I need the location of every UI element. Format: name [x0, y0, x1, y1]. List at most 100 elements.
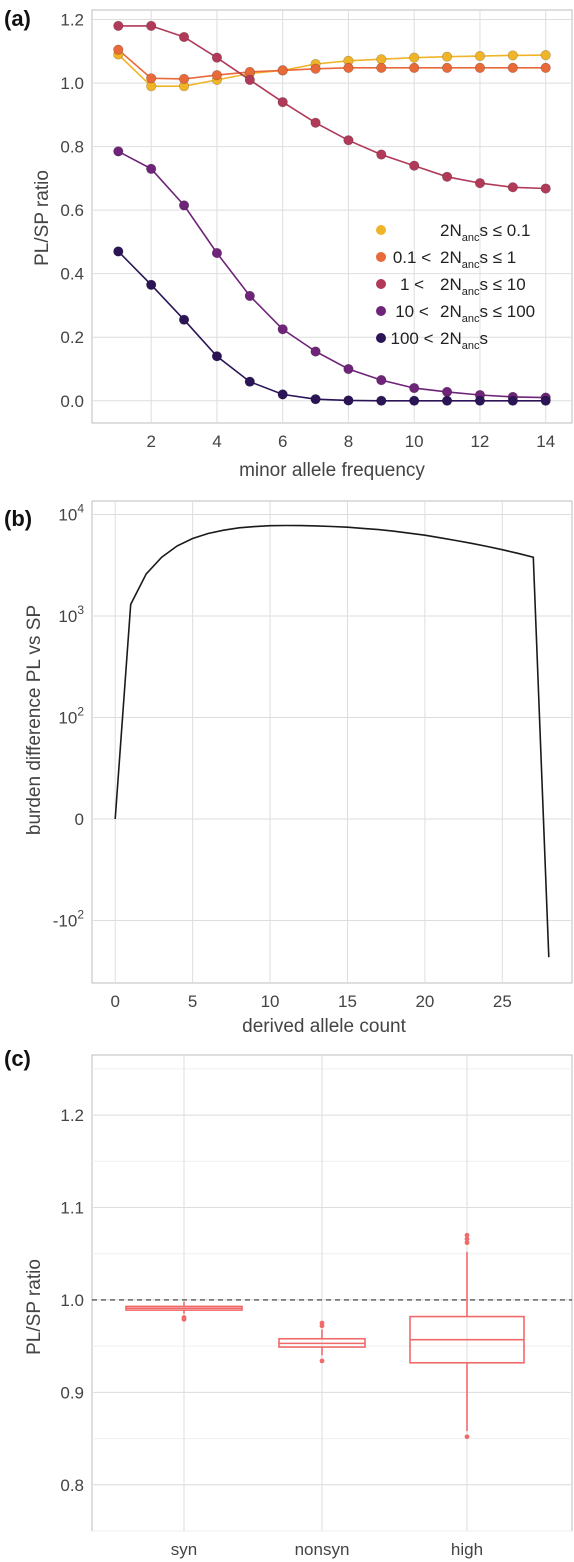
- panel-a-data-point: [146, 163, 157, 174]
- panel-a-data-point: [409, 52, 420, 63]
- panel-a-data-point: [277, 324, 288, 335]
- panel-b-label: (b): [4, 506, 32, 531]
- panel-b-plot-area: [91, 500, 573, 984]
- panel-a-legend-entry: 2Nancs ≤ 100: [440, 302, 535, 325]
- panel-a-series-line: [117, 53, 546, 87]
- panel-a-data-point: [343, 62, 354, 73]
- panel-b-x-tick: 25: [493, 992, 512, 1011]
- panel-b-x-tick: 0: [110, 992, 119, 1011]
- panel-a-x-tick: 4: [212, 432, 221, 451]
- panel-a-data-point: [178, 31, 190, 43]
- panel-b-x-tick: 15: [338, 992, 357, 1011]
- panel-a-data-point: [540, 183, 551, 194]
- panel-a-label: (a): [4, 6, 31, 31]
- panel-a: (a) 2 4 6 8 10 12 14 0.0 0.2 0.4 0.6 0.8 1.0 1.2 2Na…: [4, 6, 573, 481]
- panel-a-data-point: [409, 62, 420, 73]
- panel-a-x-tick: 10: [405, 432, 424, 451]
- panel-a-legend-entry: 2Nancs ≤ 0.1: [440, 221, 530, 244]
- panel-a-data-point: [113, 44, 124, 55]
- panel-b-x-tick-labels: 0 5 10 15 20 25: [110, 992, 511, 1011]
- panel-a-legend-marker: [376, 225, 386, 235]
- panel-a-data-point: [474, 395, 486, 406]
- panel-b-y-tick: 104: [58, 502, 84, 525]
- panel-a-data-point: [441, 51, 453, 62]
- panel-a-x-tick-labels: 2 4 6 8 10 12 14: [146, 432, 555, 451]
- panel-a-data-point: [113, 20, 124, 31]
- panel-c-box-syn: [125, 1301, 243, 1322]
- panel-a-y-tick-labels: 0.0 0.2 0.4 0.6 0.8 1.0 1.2: [60, 11, 84, 411]
- panel-b-y-tick: 103: [58, 603, 84, 626]
- panel-a-data-point: [343, 363, 354, 375]
- panel-a-data-point: [211, 247, 223, 259]
- panel-c-label: (c): [4, 1046, 31, 1071]
- panel-a-x-tick: 6: [278, 432, 287, 451]
- panel-a-legend-lhs: 100 <: [390, 329, 433, 348]
- panel-b-grid: [92, 501, 572, 983]
- panel-c-boxes: [125, 1232, 525, 1440]
- panel-a-y-tick: 1.0: [60, 74, 84, 93]
- panel-a-data-point: [211, 52, 223, 63]
- panel-a-x-axis-label: minor allele frequency: [239, 460, 425, 481]
- box-outlier: [319, 1358, 325, 1364]
- panel-a-data-point: [244, 290, 255, 302]
- box-outlier: [464, 1434, 470, 1440]
- panel-c-y-tick: 1.1: [60, 1199, 84, 1218]
- panel-a-x-tick: 12: [470, 432, 489, 451]
- panel-a-data-point: [244, 376, 255, 387]
- panel-a-data-point: [540, 50, 551, 61]
- panel-c-x-tick: syn: [171, 1540, 197, 1559]
- panel-a-y-axis-label: PL/SP ratio: [32, 170, 53, 266]
- panel-a-data-point: [409, 382, 420, 394]
- panel-a-y-tick: 0.8: [60, 138, 84, 157]
- panel-a-data-point: [474, 178, 486, 189]
- panel-c-y-tick: 0.9: [60, 1383, 84, 1402]
- panel-a-y-tick: 0.6: [60, 201, 84, 220]
- box-outlier: [319, 1320, 325, 1326]
- panel-a-legend-marker: [376, 306, 386, 316]
- panel-a-legend-marker: [376, 333, 386, 343]
- panel-a-data-point: [507, 182, 518, 193]
- panel-c-x-tick: nonsyn: [295, 1540, 350, 1559]
- panel-a-legend: 2Nancs ≤ 0.1 0.1 < 2Nancs ≤ 1 1 < 2Nancs ≤ 1…: [376, 221, 535, 352]
- panel-a-data-point: [376, 395, 387, 406]
- panel-a-data-point: [474, 50, 486, 62]
- panel-a-data-point: [474, 62, 486, 73]
- panel-c-y-tick-labels: 0.8 0.9 1.0 1.1 1.2: [60, 1106, 84, 1495]
- panel-a-y-tick: 0.0: [60, 392, 84, 411]
- panel-a-series-line: [117, 49, 546, 80]
- box-outlier: [464, 1240, 470, 1246]
- panel-c-grid: [92, 1055, 572, 1532]
- box-outlier: [464, 1236, 470, 1242]
- panel-a-data-point: [146, 73, 157, 84]
- panel-a-legend-lhs: 0.1 <: [393, 248, 431, 267]
- panel-a-data-point: [409, 395, 420, 406]
- panel-a-data-point: [178, 73, 190, 85]
- panel-a-series-line: [117, 150, 546, 399]
- panel-a-data-point: [376, 54, 387, 65]
- panel-a-grid: [92, 10, 572, 423]
- panel-a-legend-lhs: 1 <: [400, 275, 424, 294]
- panel-a-series-line: [117, 250, 546, 402]
- panel-a-data-point: [441, 62, 453, 73]
- panel-a-legend-entry: 2Nancs ≤ 10: [440, 275, 526, 298]
- panel-a-plot-area: [91, 9, 573, 424]
- panel-b-y-axis-label: burden difference PL vs SP: [24, 605, 45, 835]
- panel-a-data-point: [310, 346, 321, 357]
- panel-a-series-points: [113, 20, 551, 406]
- panel-a-x-tick: 14: [536, 432, 555, 451]
- panel-a-data-point: [310, 394, 321, 405]
- panel-a-data-point: [441, 386, 453, 397]
- panel-a-data-point: [178, 314, 190, 325]
- panel-b-y-tick: 0: [75, 810, 84, 829]
- panel-a-legend-entry: 2Nancs: [440, 329, 488, 352]
- panel-b-x-axis-label: derived allele count: [242, 1016, 406, 1037]
- panel-a-data-point: [540, 395, 551, 406]
- panel-c-plot-area: [91, 1054, 573, 1532]
- panel-c-x-tick: high: [451, 1540, 483, 1559]
- panel-b-y-tick: -102: [53, 908, 85, 931]
- panel-a-legend-marker: [376, 252, 386, 262]
- panel-a-series-lines: [117, 25, 546, 402]
- panel-b-y-tick-labels: -102 0 102 103 104: [53, 502, 85, 931]
- panel-a-data-point: [113, 146, 124, 157]
- panel-c-x-tick-labels: syn nonsyn high: [171, 1540, 483, 1559]
